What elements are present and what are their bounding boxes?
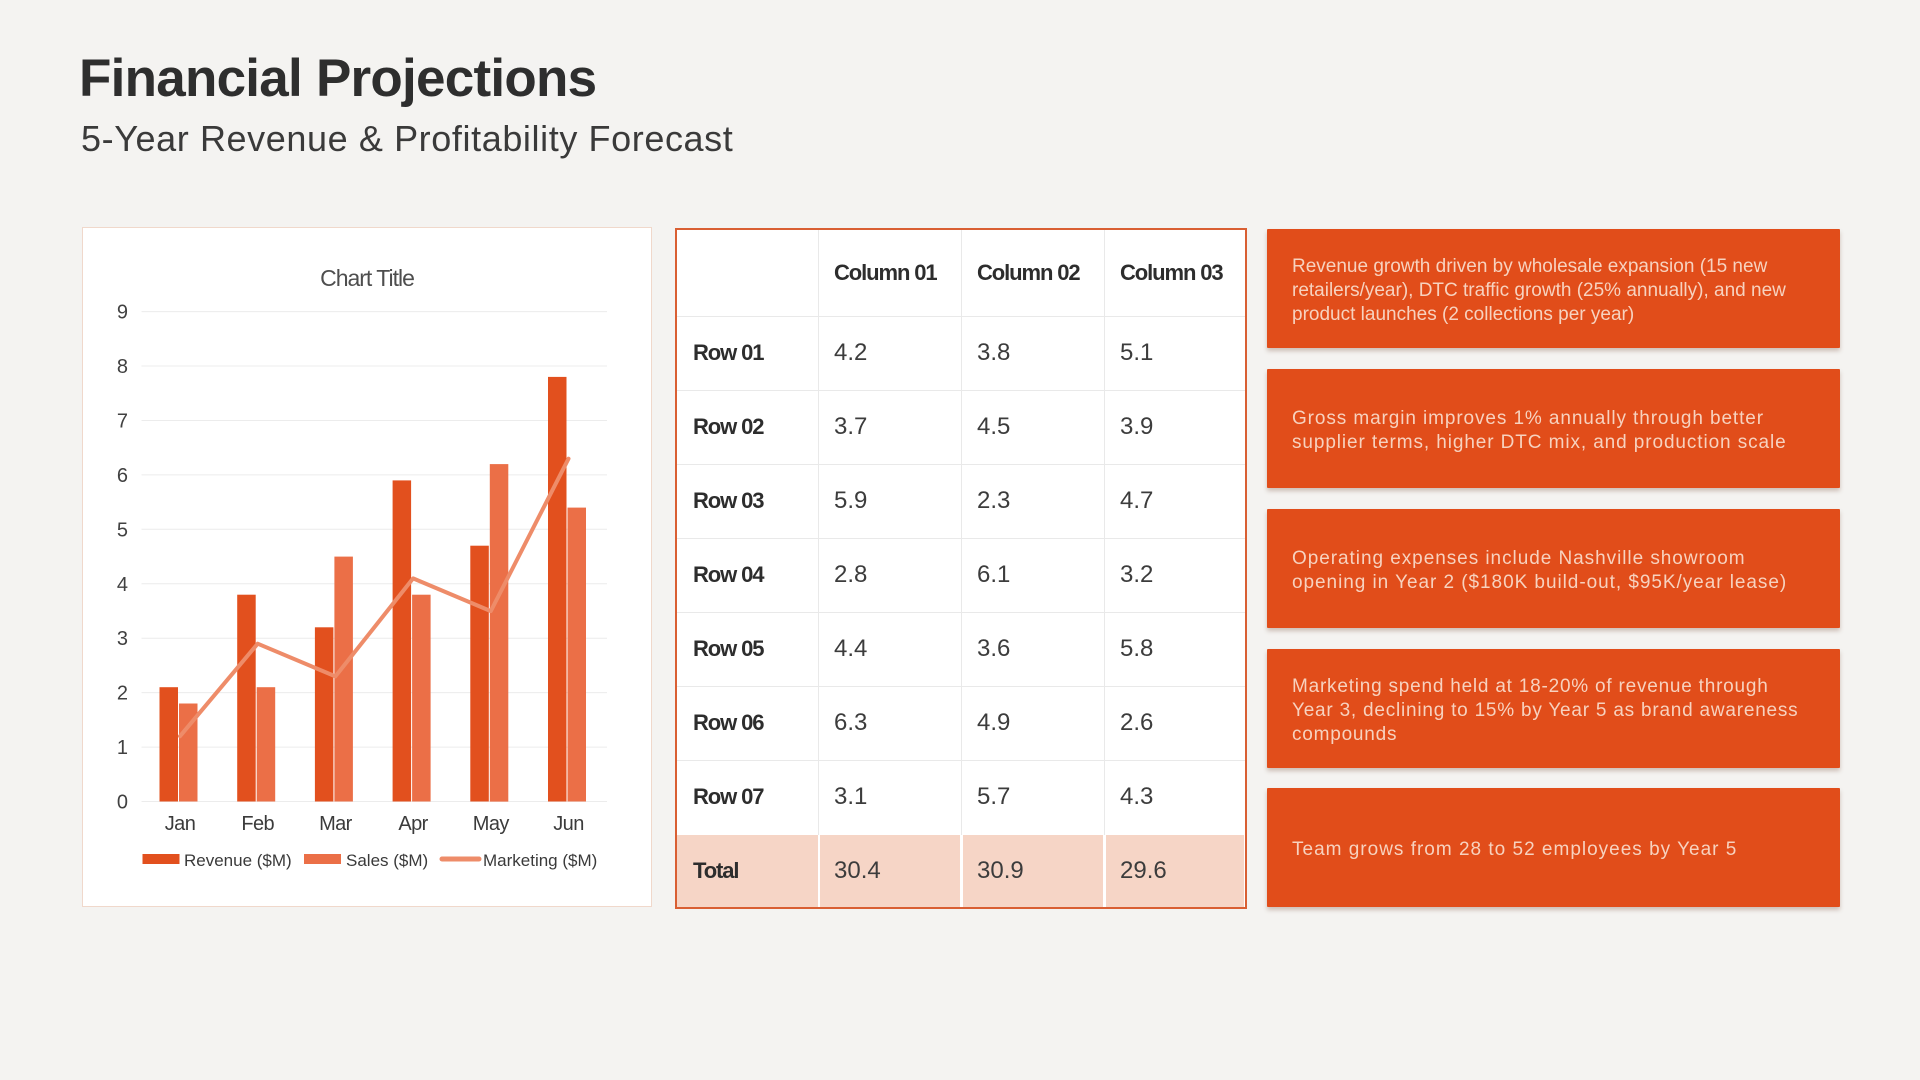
svg-text:2: 2 — [117, 683, 128, 705]
svg-text:Jan: Jan — [165, 813, 195, 835]
svg-text:6: 6 — [117, 465, 128, 487]
svg-text:Chart Title: Chart Title — [320, 265, 414, 291]
svg-text:3: 3 — [117, 628, 128, 650]
svg-text:Feb: Feb — [241, 813, 274, 835]
svg-text:Apr: Apr — [398, 813, 428, 835]
svg-text:5: 5 — [117, 519, 128, 541]
svg-text:1: 1 — [117, 737, 128, 759]
svg-text:Marketing ($M): Marketing ($M) — [483, 851, 597, 870]
svg-text:Jun: Jun — [553, 813, 583, 835]
svg-text:Revenue ($M): Revenue ($M) — [184, 851, 292, 870]
svg-text:7: 7 — [117, 411, 128, 433]
svg-text:4: 4 — [117, 574, 128, 596]
svg-text:Mar: Mar — [319, 813, 353, 835]
svg-text:8: 8 — [117, 356, 128, 378]
svg-text:May: May — [473, 813, 510, 835]
svg-text:0: 0 — [117, 792, 128, 814]
svg-text:Sales ($M): Sales ($M) — [346, 851, 428, 870]
svg-text:9: 9 — [117, 302, 128, 324]
